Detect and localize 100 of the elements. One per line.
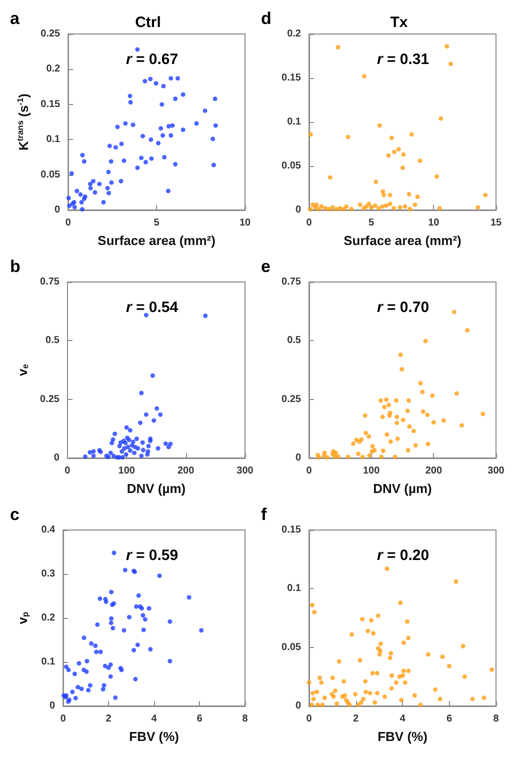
x-tick-label: 100	[118, 466, 136, 476]
point	[134, 436, 139, 442]
point	[111, 454, 116, 458]
point	[448, 62, 453, 66]
x-tick-label: 0	[306, 218, 312, 228]
point	[384, 203, 389, 208]
y-tick-label: 0.15	[282, 72, 302, 84]
y-tick-label: 0.4	[41, 524, 56, 536]
annotation: r = 0.54	[126, 299, 179, 316]
y-tick-label: 0.1	[41, 656, 56, 668]
point	[377, 123, 382, 128]
point	[349, 206, 354, 212]
point	[342, 206, 346, 212]
point	[483, 192, 488, 198]
point	[163, 441, 168, 446]
x-axis-title: DNV (µm)	[373, 481, 432, 496]
y-tick-label: 0.1	[46, 134, 61, 146]
point	[314, 202, 319, 207]
y-tick-label: 0	[50, 700, 56, 712]
x-tick-label: 5	[154, 218, 160, 228]
y-tick-label: 0	[295, 204, 302, 216]
point	[398, 205, 402, 210]
annotation: r = 0.31	[377, 51, 430, 68]
x-tick-label: 6	[196, 714, 203, 724]
point	[444, 44, 450, 49]
x-tick-label: 2	[106, 714, 112, 724]
y-tick-label: 0.15	[40, 98, 61, 110]
point	[476, 205, 480, 210]
point	[319, 204, 324, 209]
point	[372, 203, 378, 208]
y-tick-label: 0.1	[287, 116, 302, 128]
point	[308, 132, 313, 137]
point	[140, 440, 145, 445]
point	[139, 390, 144, 396]
point	[392, 206, 396, 210]
y-axis-title: vp	[15, 612, 30, 624]
point	[338, 206, 342, 210]
point	[108, 450, 113, 456]
x-tick-label: 10	[239, 218, 251, 228]
point	[396, 147, 401, 152]
point	[438, 116, 444, 121]
point	[112, 432, 118, 436]
point	[130, 440, 136, 444]
y-tick-label: 0.75	[282, 276, 302, 288]
point	[140, 448, 146, 452]
point	[409, 132, 414, 137]
x-axis-title: DNV (µm)	[126, 481, 186, 496]
point	[126, 444, 130, 450]
point	[415, 194, 420, 200]
point	[402, 204, 408, 209]
annotation: r = 0.59	[126, 547, 178, 564]
point	[392, 150, 397, 154]
y-tick-label: 0.15	[282, 524, 302, 536]
point	[412, 202, 418, 207]
point	[386, 153, 391, 158]
y-tick-label: 0.2	[41, 612, 56, 624]
y-tick-label: 0.2	[287, 28, 302, 40]
x-tick-label: 100	[362, 466, 380, 476]
point	[124, 452, 128, 457]
point	[346, 134, 350, 140]
y-tick-label: 0.3	[41, 568, 56, 580]
text: f	[261, 505, 267, 524]
x-tick-label: 15	[490, 218, 502, 228]
text: d	[261, 9, 272, 28]
point	[326, 206, 332, 212]
point	[154, 406, 160, 411]
point	[117, 444, 122, 448]
text: c	[10, 505, 20, 524]
text: e	[261, 257, 270, 276]
point	[156, 446, 160, 451]
y-tick-label: 0.05	[282, 642, 302, 653]
text: a	[10, 9, 20, 28]
y-tick-label: 0.25	[40, 394, 60, 405]
point	[382, 192, 386, 198]
point	[362, 74, 366, 78]
point	[120, 455, 125, 460]
point	[88, 450, 92, 455]
x-axis-title: FBV (%)	[378, 729, 428, 744]
point	[330, 205, 335, 210]
point	[308, 206, 312, 212]
x-axis-title: FBV (%)	[129, 729, 179, 744]
point	[380, 204, 385, 209]
point	[406, 192, 412, 196]
annotation: r = 0.20	[377, 547, 430, 564]
x-tick-label: 8	[493, 714, 500, 724]
point	[336, 44, 340, 50]
point	[322, 206, 328, 210]
y-axis-title: ve	[15, 364, 30, 376]
y-tick-label: 0	[295, 452, 302, 464]
y-tick-label: 0.25	[282, 394, 302, 405]
x-tick-label: 6	[446, 714, 452, 724]
point	[146, 444, 151, 448]
x-tick-label: 300	[488, 466, 505, 476]
x-axis-title: Surface area (mm²)	[344, 233, 462, 248]
point	[418, 158, 422, 163]
x-axis-title: Surface area (mm²)	[98, 233, 216, 248]
y-tick-label: 0.75	[40, 276, 60, 288]
y-tick-label: 0.05	[282, 160, 302, 172]
y-tick-label: 0	[295, 700, 302, 712]
x-tick-label: 5	[368, 218, 375, 228]
